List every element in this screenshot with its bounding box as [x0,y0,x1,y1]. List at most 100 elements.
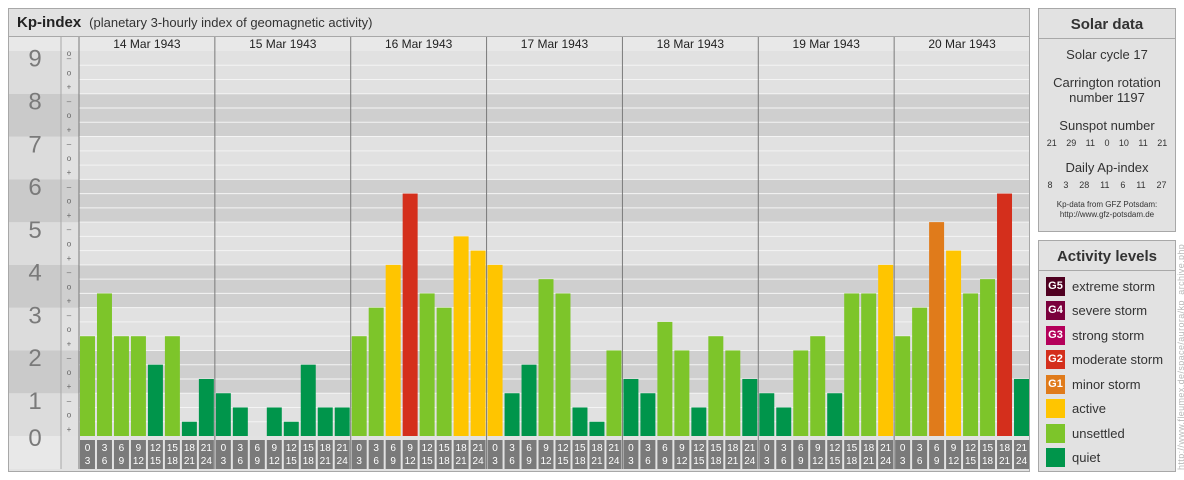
kp-bar [215,393,231,436]
chart-subtitle: (planetary 3-hourly index of geomagnetic… [89,15,373,30]
hour-cell [674,440,690,469]
hour-start-label: 6 [934,443,940,454]
hour-cell [419,440,435,469]
hour-cell [80,440,95,469]
hour-end-label: 12 [676,456,688,467]
y-axis-band [9,222,61,265]
y-axis-band [9,51,61,94]
plot-band [61,136,1029,180]
level-row-g2: G2 moderate storm [1039,348,1175,373]
date-header-band [61,37,1029,51]
y-subtick-label: – [67,396,72,405]
kp-bar [946,250,962,436]
hour-cell [725,440,741,469]
y-subtick-label: – [67,54,72,63]
solar-cycle: Solar cycle 17 [1066,47,1148,62]
kp-bar [538,279,554,436]
legend-label-g2: moderate storm [1072,352,1164,368]
legend-swatch-quiet [1046,448,1065,468]
hour-start-label: 18 [999,443,1011,454]
hour-end-label: 18 [439,456,451,467]
hour-end-label: 9 [934,456,940,467]
y-subtick-label: o [67,282,72,291]
kp-bar [674,350,690,436]
hour-cell [317,440,333,469]
ap-value: 11 [1136,180,1146,190]
hour-end-label: 12 [133,456,145,467]
hour-cell [147,440,163,469]
kp-bar [878,264,894,436]
sunspot-value: 11 [1138,138,1148,148]
hour-cell [572,440,588,469]
hour-end-label: 12 [405,456,417,467]
source-watermark[interactable]: http://www.fleumex.de/space/aurora/kp_ar… [1176,243,1184,470]
hour-start-label: 18 [863,443,875,454]
hour-end-label: 24 [337,456,349,467]
hour-cell [827,440,843,469]
hour-end-label: 6 [373,456,379,467]
hour-end-label: 6 [509,456,515,467]
hour-start-label: 18 [320,443,332,454]
kp-bar [691,407,707,436]
hour-cell [606,440,622,469]
plot-band [61,222,1029,265]
hour-cell [997,440,1013,469]
hour-start-label: 15 [167,443,179,454]
hour-start-label: 3 [781,443,787,454]
hour-end-label: 15 [557,456,569,467]
hour-start-label: 18 [456,443,468,454]
hour-end-label: 3 [356,456,362,467]
kp-bar [555,293,571,436]
hour-end-label: 24 [744,456,756,467]
kp-bar [759,393,775,436]
y-subtick-label: o [67,111,72,120]
y-subtick-label: – [67,311,72,320]
hour-cell [963,440,979,469]
hour-start-label: 6 [119,443,125,454]
y-axis-band [9,136,61,180]
kp-bar [419,293,435,436]
hour-start-label: 3 [102,443,108,454]
hour-end-label: 9 [526,456,532,467]
hour-start-label: 15 [303,443,315,454]
data-source-link[interactable]: http://www.gfz-potsdam.de [1059,210,1155,219]
ap-value: 8 [1047,180,1053,190]
hour-start-label: 21 [473,443,485,454]
kp-bar [351,336,367,436]
hour-start-label: 0 [85,443,91,454]
hour-end-label: 18 [167,456,179,467]
y-axis-band [9,93,61,137]
hour-start-label: 12 [286,443,298,454]
legend-label-g4: severe storm [1072,303,1148,319]
legend-swatch-g1: G1 [1046,374,1065,394]
hour-start-label: 9 [679,443,685,454]
y-subtick-label: + [67,339,72,348]
hour-end-label: 15 [693,456,705,467]
kp-bar [130,336,146,436]
hour-cell [589,440,605,469]
kp-bar [606,350,622,436]
hour-cell [487,440,503,469]
hour-end-label: 9 [662,456,668,467]
level-row-g1: G1 minor storm [1039,372,1175,397]
kp-bar [810,336,826,436]
y-subtick-label: + [67,425,72,434]
hour-cell [708,440,724,469]
hour-end-label: 18 [303,456,315,467]
kp-bar [640,393,656,436]
hour-end-label: 9 [119,456,125,467]
legend-label-g3: strong storm [1072,327,1145,343]
hour-end-label: 3 [492,456,498,467]
date-label: 16 Mar 1943 [385,37,453,51]
y-axis-band [9,179,61,223]
hour-start-label: 6 [662,443,668,454]
hour-cell [555,440,571,469]
y-tick-label: 9 [28,46,41,73]
hour-cell [402,440,418,469]
kp-bar [844,293,860,436]
hour-start-label: 9 [951,443,957,454]
hour-end-label: 9 [798,456,804,467]
ap-value: 3 [1063,180,1069,190]
kp-bar [453,236,469,436]
kp-bar [487,264,503,436]
